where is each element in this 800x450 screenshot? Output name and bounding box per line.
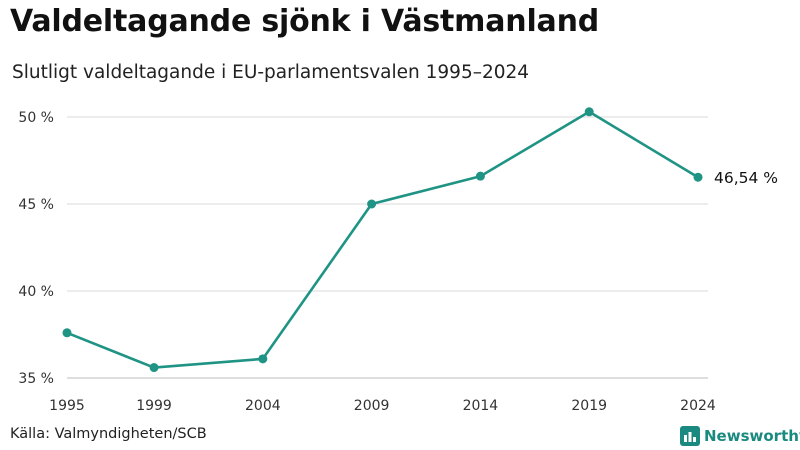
x-tick-label: 2009 [354,398,390,414]
x-tick-label: 2019 [571,398,607,414]
data-point [258,354,268,364]
data-point [62,328,72,338]
data-point [367,199,377,209]
chart-subtitle: Slutligt valdeltagande i EU-parlamentsva… [12,62,530,83]
last-value-label: 46,54 % [714,169,778,187]
x-tick-label: 2024 [680,398,716,414]
x-tick-label: 1999 [136,398,172,414]
brand-name: Newsworthy [704,427,800,445]
x-tick-label: 2004 [245,398,281,414]
y-tick-label: 40 % [18,284,54,300]
x-tick-label: 1995 [49,398,85,414]
x-tick-label: 2014 [463,398,499,414]
data-point [149,363,159,373]
line-chart: 35 % 40 % 45 % 50 % 1995 1999 2004 2009 2014 2019… [18,107,778,414]
newsworthy-chart-icon [680,426,700,446]
y-tick-label: 50 % [18,110,54,126]
y-tick-label: 45 % [18,197,54,213]
source-note: Källa: Valmyndigheten/SCB [10,426,207,442]
data-point [693,172,703,182]
data-point [475,171,485,181]
page-title: Valdeltagande sjönk i Västmanland [10,4,600,39]
data-point [584,107,594,117]
brand-logo: Newsworthy [680,426,800,446]
y-tick-label: 35 % [18,371,54,387]
series-line [66,110,699,369]
